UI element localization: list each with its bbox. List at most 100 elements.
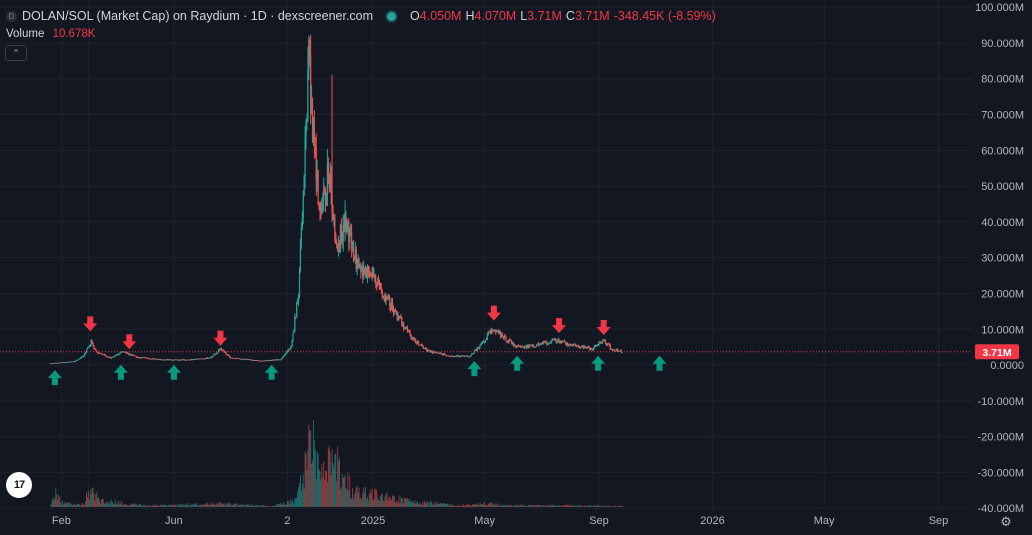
- candle-body: [440, 352, 442, 354]
- candle-body: [332, 210, 334, 220]
- candle-body: [385, 296, 387, 303]
- volume-bar: [468, 504, 470, 507]
- volume-bar: [200, 505, 202, 507]
- candle-body: [280, 359, 282, 361]
- volume-bar: [118, 504, 120, 507]
- candle-body: [404, 328, 406, 329]
- volume-bar: [195, 503, 197, 507]
- candle-body: [375, 280, 377, 284]
- volume-bar: [62, 504, 64, 507]
- candle-body: [279, 359, 281, 361]
- candle-body: [309, 40, 311, 55]
- candle-body: [132, 354, 134, 356]
- candle-body: [555, 340, 557, 343]
- volume-bar: [438, 504, 440, 507]
- volume-bar: [398, 495, 400, 507]
- buy-signal-arrow[interactable]: [166, 364, 181, 380]
- sell-signal-arrow[interactable]: [486, 305, 501, 321]
- candle-body: [602, 340, 604, 343]
- volume-bar: [353, 494, 355, 507]
- volume-bar: [139, 504, 141, 507]
- volume-bar: [519, 505, 521, 507]
- buy-signal-arrow[interactable]: [467, 361, 482, 377]
- volume-bar: [355, 487, 357, 507]
- volume-bar: [307, 449, 309, 507]
- volume-bar: [171, 504, 173, 507]
- volume-bar: [68, 502, 70, 507]
- volume-bar: [397, 502, 399, 507]
- buy-signal-arrow[interactable]: [264, 364, 279, 380]
- candle-body: [268, 360, 270, 361]
- candle-body: [470, 355, 472, 357]
- candle-body: [377, 281, 380, 283]
- candle-body: [390, 306, 392, 310]
- volume-bar: [499, 505, 501, 507]
- volume-bar: [187, 503, 189, 507]
- candle-body: [482, 341, 484, 344]
- candle-body: [493, 330, 495, 332]
- volume-bar: [581, 505, 583, 507]
- chart-title[interactable]: DOLAN/SOL (Market Cap) on Raydium · 1D ·…: [22, 9, 374, 23]
- volume-bar: [383, 501, 385, 507]
- candle-body: [593, 346, 595, 348]
- volume-bar: [275, 504, 277, 507]
- volume-bar: [409, 498, 411, 507]
- volume-bar: [401, 498, 403, 507]
- volume-bar: [279, 503, 281, 507]
- volume-bar: [437, 504, 439, 507]
- volume-bar: [314, 449, 316, 507]
- candle-body: [217, 352, 219, 354]
- candle-body: [75, 360, 77, 362]
- candle-body: [561, 342, 563, 344]
- candle-body: [193, 359, 195, 360]
- sell-signal-arrow[interactable]: [213, 330, 228, 346]
- sell-signal-arrow[interactable]: [122, 334, 137, 350]
- volume-bar: [560, 505, 562, 507]
- sell-signal-arrow[interactable]: [83, 316, 98, 332]
- candle-body: [403, 324, 405, 329]
- collapse-legend-button[interactable]: ⌃: [5, 45, 27, 61]
- buy-signal-arrow[interactable]: [47, 370, 62, 386]
- sell-signal-arrow[interactable]: [596, 319, 611, 335]
- candle-body: [298, 271, 301, 295]
- volume-bar: [138, 504, 140, 507]
- volume-bar: [213, 503, 215, 507]
- volume-bar: [318, 469, 320, 507]
- volume-bar: [166, 505, 168, 507]
- buy-signal-arrow[interactable]: [113, 364, 128, 380]
- candle-body: [161, 359, 163, 361]
- candle-body: [316, 170, 318, 181]
- volume-bar: [211, 504, 213, 507]
- candle-body: [215, 353, 217, 355]
- sell-signal-arrow[interactable]: [552, 318, 567, 334]
- candle-body: [227, 354, 229, 356]
- candle-body: [288, 349, 290, 351]
- candle-body: [122, 351, 124, 353]
- volume-bar: [205, 503, 207, 507]
- tradingview-logo[interactable]: 17: [6, 472, 32, 498]
- signal-arrows: [47, 305, 667, 386]
- candle-body: [469, 356, 471, 358]
- chart-settings-button[interactable]: ⚙: [998, 514, 1014, 530]
- candle-body: [330, 174, 332, 192]
- candle-body: [65, 362, 67, 363]
- candle-body: [291, 339, 293, 346]
- volume-bar: [531, 504, 533, 507]
- candle-body: [388, 296, 390, 298]
- volume-bar: [394, 502, 396, 507]
- volume-bar: [485, 504, 487, 507]
- volume-bar: [607, 505, 609, 507]
- volume-bar: [352, 499, 354, 507]
- volume-bar: [583, 505, 585, 507]
- buy-signal-arrow[interactable]: [510, 355, 525, 371]
- volume-bar: [596, 505, 598, 507]
- candle-body: [156, 358, 158, 360]
- buy-signal-arrow[interactable]: [591, 355, 606, 371]
- volume-bar: [287, 501, 289, 507]
- volume-bar: [443, 503, 445, 507]
- buy-signal-arrow[interactable]: [652, 355, 667, 371]
- volume-bar: [483, 502, 485, 507]
- volume-bar: [335, 453, 337, 507]
- candle-body: [144, 357, 146, 359]
